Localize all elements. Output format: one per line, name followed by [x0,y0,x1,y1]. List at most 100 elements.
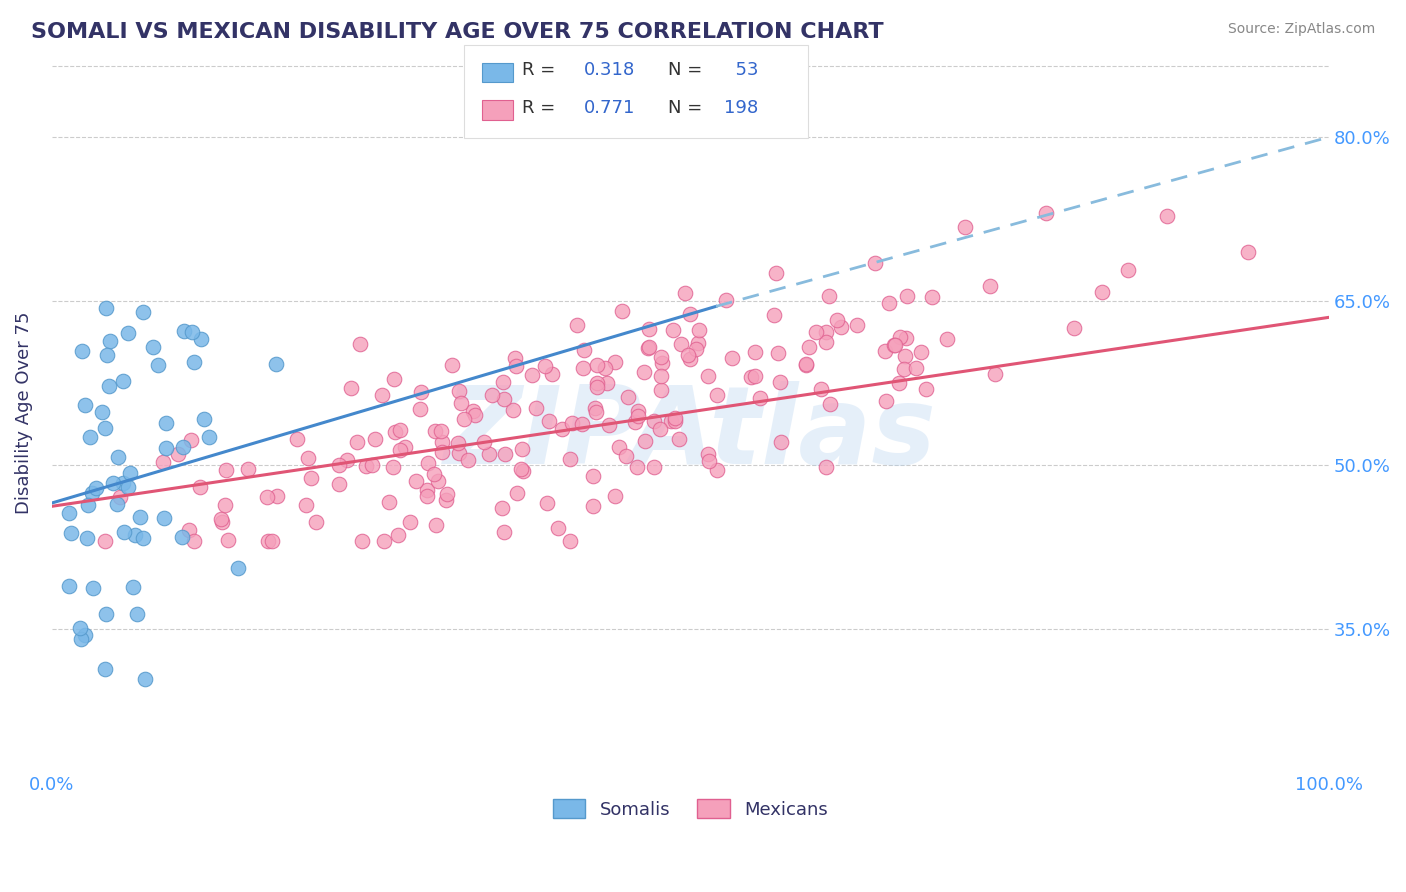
Point [769,435,792,450]
Point [79,430,101,444]
Point [706,463,728,477]
Point [883,338,905,352]
Point [94,607,117,621]
Point [1118,262,1140,277]
Point [626,459,648,474]
Point [155,416,177,430]
Point [180,434,202,448]
Point [70,343,93,358]
Point [506,485,529,500]
Point [447,436,470,450]
Point [503,351,526,366]
Point [111,374,134,388]
Point [540,367,562,381]
Point [610,304,633,318]
Point [450,396,472,410]
Point [585,358,607,372]
Point [558,534,581,549]
Point [181,326,204,340]
Point [894,349,917,363]
Point [669,337,692,351]
Point [585,380,607,394]
Text: N =: N = [668,62,707,79]
Point [574,343,596,358]
Point [769,375,792,389]
Point [285,433,308,447]
Point [765,266,787,280]
Point [662,323,685,337]
Point [979,279,1001,293]
Point [598,417,620,432]
Text: R =: R = [522,99,561,117]
Point [262,534,284,549]
Point [173,324,195,338]
Point [336,453,359,467]
Point [122,580,145,594]
Point [593,360,616,375]
Point [887,376,910,390]
Point [371,388,394,402]
Point [373,534,395,549]
Point [474,435,496,450]
Point [650,421,672,435]
Point [294,498,316,512]
Point [394,440,416,454]
Point [110,491,132,505]
Point [664,414,686,428]
Point [763,308,786,322]
Point [582,500,605,514]
Point [607,441,630,455]
Point [427,474,450,488]
Text: N =: N = [668,99,707,117]
Point [696,369,718,384]
Point [806,325,828,339]
Point [478,447,501,461]
Point [603,355,626,369]
Point [538,414,561,428]
Point [893,361,915,376]
Point [894,331,917,345]
Point [117,480,139,494]
Point [134,672,156,686]
Point [583,401,606,416]
Point [387,528,409,542]
Point [688,323,710,337]
Point [101,475,124,490]
Point [505,359,527,373]
Point [512,464,534,478]
Point [354,459,377,474]
Point [183,534,205,549]
Point [921,290,943,304]
Point [152,455,174,469]
Point [491,500,513,515]
Point [668,432,690,446]
Point [464,409,486,423]
Point [266,490,288,504]
Point [617,390,640,404]
Point [70,632,93,646]
Point [679,308,702,322]
Point [436,487,458,501]
Point [830,320,852,334]
Point [896,289,918,303]
Text: Source: ZipAtlas.com: Source: ZipAtlas.com [1227,22,1375,37]
Point [748,391,770,405]
Point [492,392,515,406]
Point [399,515,422,529]
Point [58,506,80,520]
Point [69,621,91,635]
Point [650,350,672,364]
Point [98,334,121,348]
Point [349,337,371,351]
Point [155,442,177,456]
Point [411,384,433,399]
Point [873,343,896,358]
Point [350,534,373,549]
Point [416,456,439,470]
Point [146,358,169,372]
Point [551,422,574,436]
Point [614,450,637,464]
Point [60,525,83,540]
Point [378,494,401,508]
Point [796,357,818,371]
